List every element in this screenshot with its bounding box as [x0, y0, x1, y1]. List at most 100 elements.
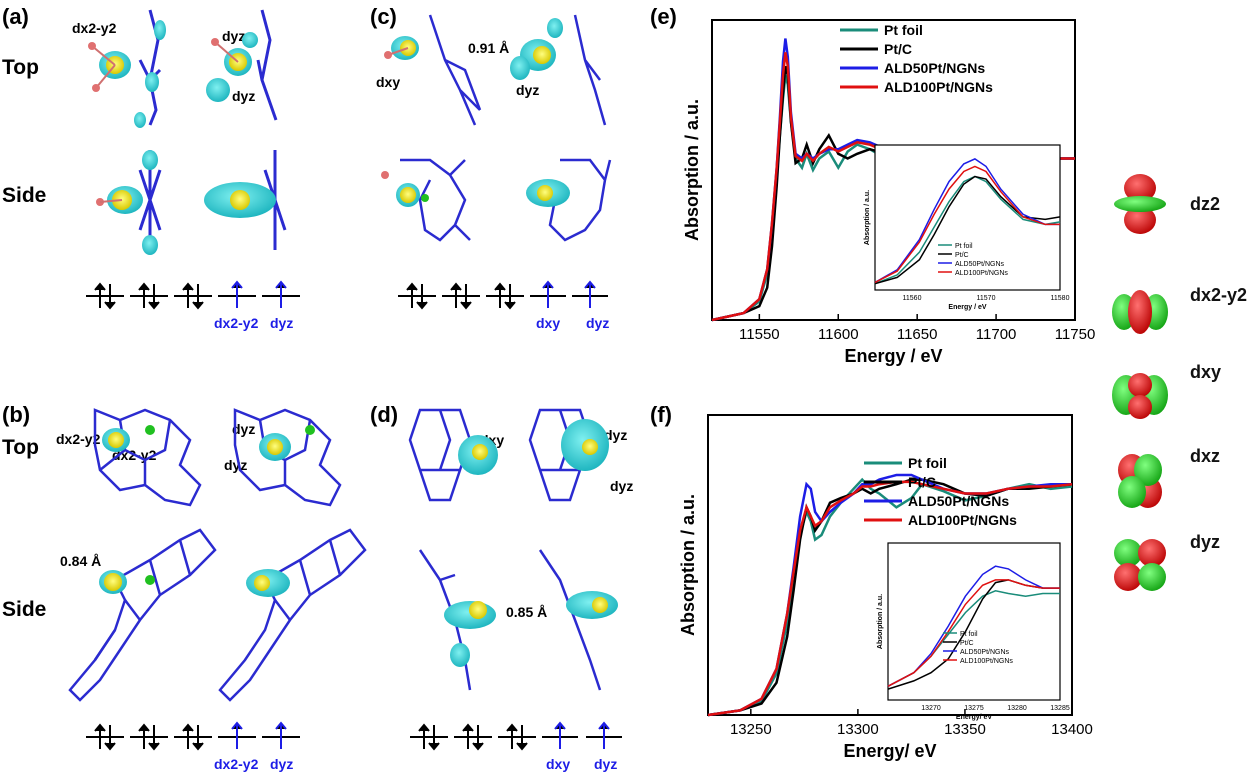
inset-series-line: [874, 175, 1061, 285]
structure-d-side-2: [538, 549, 618, 691]
legend-entry: ALD100Pt/NGNs: [908, 512, 1017, 528]
orbital-dx2-y2-icon: [1112, 290, 1168, 334]
structure-b-top-2: [233, 408, 342, 507]
legend-entry: Pt/C: [908, 474, 936, 490]
level-label-a-2: dyz: [270, 315, 294, 331]
inset-legend-entry: Pt foil: [955, 243, 973, 250]
structure-c-side-1: [381, 158, 471, 242]
annot-a-3: dyz: [232, 88, 256, 104]
inset-legend-entry: ALD100Pt/NGNs: [955, 270, 1008, 277]
level-label-c-1: dxy: [536, 315, 561, 331]
structure-illustrations: [68, 9, 622, 751]
inset-x-tick-label: 11580: [1051, 295, 1070, 302]
inset-x-axis-label: Energy / eV: [948, 304, 986, 311]
x-axis-label: Energy / eV: [844, 346, 942, 366]
level-label-b-2: dyz: [270, 756, 294, 772]
plot-frame: [711, 19, 1076, 321]
orbital-label-dxy: dxy: [1190, 362, 1222, 382]
annot-a-1: dx2-y2: [72, 20, 117, 36]
structure-c-top-1: [384, 14, 482, 126]
inset-legend-entry: ALD100Pt/NGNs: [960, 658, 1013, 665]
orbital-dz2-icon: [1114, 174, 1166, 234]
panel-label-d: (d): [370, 402, 399, 427]
structure-c-side-2: [526, 158, 612, 242]
inset-y-axis-label: Absorption / a.u.: [877, 594, 884, 649]
annot-c-3: dyz: [516, 82, 540, 98]
inset-x-tick-label: 13275: [964, 705, 984, 712]
panel-label-e: (e): [650, 4, 677, 29]
inset-x-tick-label: 13285: [1050, 705, 1070, 712]
energy-levels-c: [398, 280, 608, 310]
legend-entry: Pt foil: [884, 22, 923, 38]
y-axis-label: Absorption / a.u.: [678, 494, 698, 636]
orbital-label-dx2-y2: dx2-y2: [1190, 285, 1248, 305]
structure-b-side-2: [218, 528, 367, 702]
level-label-a-1: dx2-y2: [214, 315, 259, 331]
inset-series-line: [887, 579, 1060, 687]
level-label-c-2: dyz: [586, 315, 610, 331]
annot-b-4: dyz: [224, 457, 248, 473]
orbital-label-dxz: dxz: [1190, 446, 1221, 466]
chart-e: 11550 11600 11650 11700 11750 Energy / eV Abso…: [682, 19, 1096, 366]
energy-levels-d: [410, 721, 622, 751]
inset-x-tick-label: 11570: [977, 295, 996, 302]
inset-series-line: [874, 175, 1061, 285]
structure-d-top-2: [528, 408, 609, 502]
row-label-side-b: Side: [2, 598, 47, 621]
annot-c-2: 0.91 Å: [468, 40, 510, 56]
inset-legend-entry: ALD50Pt/NGNs: [955, 261, 1005, 268]
chart-f: 13250 13300 13350 13400 Energy/ eV Absorption…: [678, 414, 1093, 761]
inset-series-line: [887, 565, 1060, 687]
x-axis-label: Energy/ eV: [843, 741, 936, 761]
x-tick-label: 11750: [1055, 326, 1096, 343]
inset-y-axis-label: Absorption / a.u.: [864, 190, 871, 245]
orbital-label-dyz: dyz: [1190, 532, 1221, 552]
inset-x-tick-label: 11560: [903, 295, 922, 302]
orbital-dxy-icon: [1112, 373, 1168, 419]
panel-label-c: (c): [370, 4, 397, 29]
legend-entry: ALD50Pt/NGNs: [884, 60, 985, 76]
x-tick-label: 11650: [897, 326, 938, 343]
energy-levels-a: [86, 280, 300, 310]
inset-legend-entry: ALD50Pt/NGNs: [960, 649, 1010, 656]
x-tick-label: 13250: [730, 721, 772, 738]
level-label-d-1: dxy: [546, 756, 571, 772]
structure-a-top-2: [206, 9, 278, 121]
legend-entry: Pt/C: [884, 41, 912, 57]
structure-c-top-2: [510, 14, 607, 126]
orbital-dyz-icon: [1114, 539, 1166, 591]
annot-b-5: 0.84 Å: [60, 553, 102, 569]
row-label-side-a: Side: [2, 184, 47, 207]
row-label-top-a: Top: [2, 56, 39, 79]
legend-entry: ALD100Pt/NGNs: [884, 79, 993, 95]
plot-frame: [707, 414, 1073, 716]
series-line: [707, 480, 1073, 717]
x-tick-label: 11600: [818, 326, 859, 343]
structure-a-top-1: [88, 9, 166, 128]
annot-b-1: dx2-y2: [56, 431, 101, 447]
structure-d-side-1: [418, 549, 496, 691]
level-label-d-2: dyz: [594, 756, 618, 772]
y-axis-label: Absorption / a.u.: [682, 99, 702, 241]
row-label-top-b: Top: [2, 436, 39, 459]
orbital-legend-shapes: [1112, 174, 1168, 591]
panel-label-b: (b): [2, 402, 31, 427]
panel-label-a: (a): [2, 4, 29, 29]
x-tick-label: 11550: [739, 326, 780, 343]
x-tick-label: 13350: [944, 721, 986, 738]
legend-entry: Pt foil: [908, 455, 947, 471]
inset-x-tick-label: 13280: [1007, 705, 1027, 712]
inset-frame: [887, 542, 1061, 701]
inset-legend-entry: Pt/C: [960, 640, 974, 647]
orbital-dxz-icon: [1118, 454, 1162, 508]
structure-b-top-1: [93, 408, 202, 507]
inset-series-line: [874, 165, 1060, 284]
structure-d-top-1: [408, 408, 498, 502]
annot-d-4: 0.85 Å: [506, 604, 548, 620]
annot-a-2: dyz: [222, 28, 246, 44]
panel-label-f: (f): [650, 402, 672, 427]
energy-levels-b: [86, 721, 300, 751]
annot-c-1: dxy: [376, 74, 401, 90]
inset-legend-entry: Pt foil: [960, 631, 978, 638]
structure-a-side-1: [96, 150, 162, 255]
